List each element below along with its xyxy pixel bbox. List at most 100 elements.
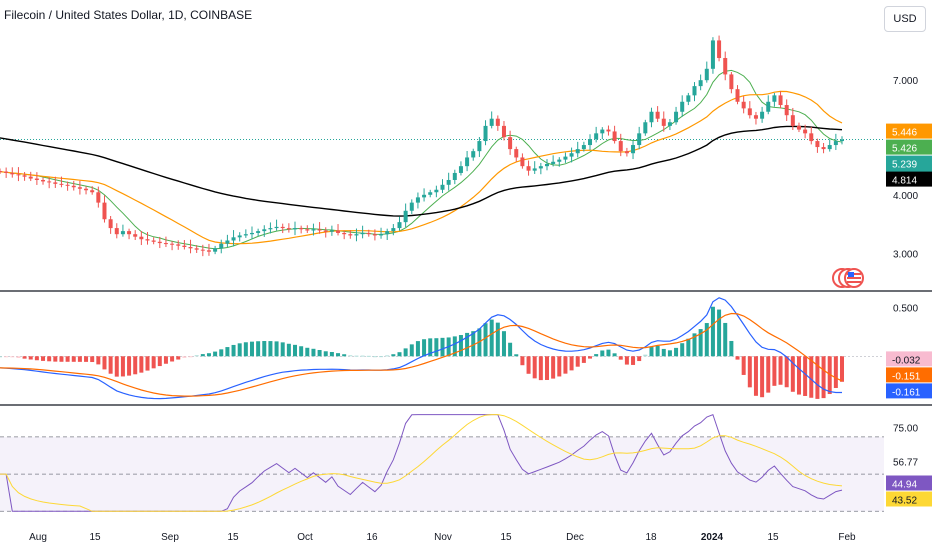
candle-body: [65, 184, 70, 186]
macd-histogram-bar: [508, 342, 513, 357]
macd-histogram-bar: [631, 356, 636, 365]
price-label-box: [886, 171, 932, 187]
candle-body: [489, 118, 494, 126]
candle-body: [206, 250, 211, 252]
time-tick-label: 15: [500, 532, 512, 543]
candle-body: [483, 125, 488, 142]
candle-body: [686, 95, 691, 102]
candle-body: [655, 111, 660, 119]
candle-body: [520, 157, 525, 167]
time-tick-label: 15: [89, 532, 101, 543]
candle-body: [778, 95, 783, 106]
candle-body: [403, 210, 408, 223]
candle-body: [833, 141, 838, 146]
candle-body: [151, 240, 156, 242]
ma-mid-line: [0, 90, 843, 245]
macd-histogram-bar: [440, 337, 445, 357]
candle-body: [667, 122, 672, 126]
time-tick-label: 2024: [701, 532, 724, 543]
macd-histogram-bar: [360, 355, 365, 357]
candle-body: [114, 228, 119, 235]
macd-histogram-bar: [28, 356, 33, 360]
candle-body: [452, 172, 457, 180]
candle-body: [194, 248, 199, 250]
candle-body: [631, 145, 636, 154]
macd-histogram-bar: [778, 356, 783, 385]
candle-body: [280, 226, 285, 229]
candle-body: [317, 229, 322, 231]
macd-histogram-bar: [674, 347, 679, 357]
macd-histogram-bar: [354, 355, 359, 357]
macd-histogram-bar: [520, 356, 525, 366]
macd-histogram-bar: [47, 356, 52, 362]
macd-histogram-bar: [766, 356, 771, 393]
macd-histogram-bar: [329, 351, 334, 357]
macd-histogram-bar: [342, 354, 347, 357]
macd-histogram-bar: [735, 356, 740, 360]
macd-histogram-bar: [16, 356, 21, 358]
candle-body: [790, 115, 795, 126]
macd-histogram-bar: [821, 356, 826, 399]
macd-histogram-bar: [680, 343, 685, 357]
flag-icon: [832, 268, 864, 288]
candle-body: [90, 190, 95, 193]
candle-body: [612, 131, 617, 142]
candle-body: [710, 40, 715, 69]
macd-histogram-bar: [840, 356, 844, 382]
macd-histogram-bar: [489, 319, 494, 357]
time-tick-label: Oct: [297, 532, 313, 543]
rsi-label-box: [886, 475, 932, 491]
macd-histogram-bar: [809, 356, 814, 398]
macd-histogram-bar: [71, 356, 76, 362]
macd-histogram-bar: [145, 356, 150, 371]
macd-histogram-bar: [274, 341, 279, 357]
candle-body: [391, 228, 396, 232]
macd-histogram-bar: [501, 331, 506, 357]
candle-body: [717, 40, 722, 59]
macd-histogram-bar: [784, 356, 789, 388]
macd-histogram-bar: [102, 356, 107, 370]
macd-histogram-bar: [157, 356, 162, 367]
candle-body: [840, 139, 844, 142]
macd-histogram-bar: [815, 356, 820, 399]
candle-body: [692, 86, 697, 96]
macd-histogram-bar: [10, 356, 15, 358]
macd-histogram-bar: [372, 356, 377, 358]
macd-histogram-bar: [551, 356, 556, 379]
macd-histogram-bar: [200, 354, 205, 357]
macd-histogram-bar: [151, 356, 156, 369]
macd-histogram-bar: [827, 356, 832, 395]
candle-body: [139, 236, 144, 240]
candle-body: [305, 229, 310, 231]
time-tick-label: 15: [767, 532, 779, 543]
currency-button[interactable]: USD: [884, 6, 926, 32]
candle-body: [274, 226, 279, 229]
macd-histogram-bar: [704, 323, 709, 357]
macd-histogram-bar: [311, 348, 316, 357]
macd-histogram-bar: [176, 356, 181, 360]
candle-body: [385, 231, 390, 235]
macd-histogram-bar: [415, 341, 420, 357]
macd-histogram-bar: [575, 356, 580, 367]
candle-body: [397, 222, 402, 229]
macd-histogram-bar: [0, 356, 2, 358]
candle-body: [53, 182, 58, 184]
price-label: 5.446: [892, 128, 917, 139]
macd-histogram-bar: [409, 344, 414, 357]
macd-histogram-bar: [22, 356, 27, 359]
candle-body: [268, 228, 273, 230]
chart-title: Filecoin / United States Dollar, 1D, COI…: [4, 8, 253, 22]
candle-body: [133, 234, 138, 237]
macd-histogram-bar: [96, 356, 101, 365]
macd-histogram-bar: [465, 332, 470, 357]
time-tick-label: 16: [366, 532, 378, 543]
candle-body: [741, 101, 746, 109]
candle-body: [606, 129, 611, 132]
time-tick-label: Dec: [566, 532, 584, 543]
candle-body: [735, 89, 740, 102]
candle-body: [176, 244, 181, 246]
candle-body: [108, 219, 113, 229]
price-tick-label: 3.000: [893, 250, 918, 261]
macd-histogram-bar: [483, 323, 488, 357]
